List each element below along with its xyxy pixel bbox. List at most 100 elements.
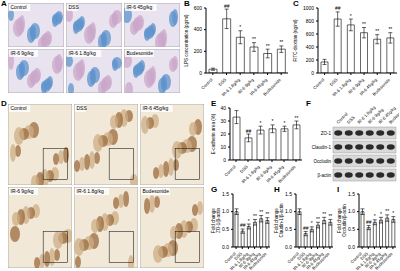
svg-text:**: **: [322, 211, 326, 217]
svg-text:Budesonide: Budesonide: [372, 77, 392, 97]
svg-text:##: ##: [246, 128, 252, 134]
svg-text:Budesonide: Budesonide: [374, 251, 392, 271]
svg-text:600: 600: [194, 5, 203, 11]
svg-text:**: **: [265, 211, 269, 217]
svg-text:*: *: [248, 218, 250, 224]
svg-text:FITC-dextran (ng/ml): FITC-dextran (ng/ml): [293, 19, 298, 61]
svg-text:DSS: DSS: [346, 115, 356, 125]
svg-text:Control: Control: [11, 105, 27, 111]
svg-text:LPS concentration (pg/ml): LPS concentration (pg/ml): [184, 14, 189, 67]
svg-text:**: **: [253, 213, 257, 219]
svg-text:IR-6 1.8g/kg: IR-6 1.8g/kg: [221, 77, 242, 97]
svg-text:1.5: 1.5: [222, 191, 229, 197]
svg-text:40: 40: [220, 105, 226, 111]
svg-text:1.5: 1.5: [348, 191, 355, 197]
svg-text:E-cadherin area (%): E-cadherin area (%): [211, 113, 216, 154]
svg-text:0.0: 0.0: [348, 244, 355, 250]
svg-text:IR-6 45g/kg: IR-6 45g/kg: [368, 251, 388, 271]
svg-text:Control: Control: [11, 4, 27, 10]
svg-text:**: **: [252, 36, 256, 42]
svg-text:*: *: [374, 213, 376, 219]
svg-text:Budesonide: Budesonide: [143, 188, 170, 194]
svg-text:**: **: [279, 39, 283, 45]
svg-text:IR-6 1.8g/kg: IR-6 1.8g/kg: [356, 104, 377, 125]
svg-text:*: *: [311, 220, 313, 226]
svg-text:IR-6 9g/kg: IR-6 9g/kg: [11, 188, 34, 194]
svg-text:Claudin-1: Claudin-1: [312, 145, 332, 150]
svg-text:IR-6 45g/kg: IR-6 45g/kg: [305, 251, 325, 271]
svg-text:Budesonide: Budesonide: [127, 50, 154, 56]
svg-text:*: *: [239, 24, 241, 30]
svg-text:Control: Control: [312, 77, 325, 90]
svg-text:**: **: [266, 43, 270, 49]
svg-text:400: 400: [306, 44, 315, 50]
svg-text:IR-6 45g/kg: IR-6 45g/kg: [358, 77, 378, 97]
svg-text:0: 0: [311, 70, 314, 76]
svg-text:Budesonide: Budesonide: [262, 77, 282, 97]
svg-text:*: *: [350, 13, 352, 19]
svg-text:0.5: 0.5: [222, 226, 229, 232]
svg-text:IR-6 45g/kg: IR-6 45g/kg: [143, 105, 169, 111]
svg-text:**: **: [259, 209, 263, 215]
svg-text:##: ##: [366, 219, 372, 225]
svg-text:0: 0: [199, 70, 202, 76]
svg-text:Claudin-1/β-actin: Claudin-1/β-actin: [279, 203, 284, 238]
svg-text:*: *: [380, 211, 382, 217]
svg-text:##: ##: [240, 222, 246, 228]
svg-text:**: **: [328, 213, 332, 219]
svg-text:1.0: 1.0: [222, 208, 229, 214]
svg-text:ZO-1/β-actin: ZO-1/β-actin: [216, 207, 221, 233]
svg-text:Budesonide: Budesonide: [311, 251, 331, 271]
svg-text:Budesonide: Budesonide: [388, 105, 392, 125]
svg-text:200: 200: [194, 48, 203, 54]
svg-text:##: ##: [335, 5, 341, 11]
svg-text:IR-6 9g/kg: IR-6 9g/kg: [11, 50, 34, 56]
svg-text:600: 600: [306, 31, 315, 37]
svg-text:1.0: 1.0: [348, 208, 355, 214]
svg-text:##: ##: [303, 225, 309, 231]
svg-text:IR-6 45g/kg: IR-6 45g/kg: [242, 251, 262, 271]
svg-text:##: ##: [224, 3, 230, 9]
svg-text:400: 400: [194, 26, 203, 32]
svg-text:0.0: 0.0: [285, 244, 292, 250]
svg-text:Occludin/β-actin: Occludin/β-actin: [342, 204, 347, 237]
svg-text:*: *: [284, 120, 286, 126]
svg-text:Control: Control: [200, 77, 213, 90]
svg-text:**: **: [362, 21, 366, 27]
svg-text:**: **: [388, 26, 392, 32]
svg-text:Budesonide: Budesonide: [277, 164, 297, 184]
svg-text:IR-6 45g/kg: IR-6 45g/kg: [127, 4, 153, 10]
svg-text:1000: 1000: [303, 5, 314, 11]
svg-text:**: **: [295, 115, 299, 121]
svg-text:**: **: [375, 28, 379, 34]
svg-text:10: 10: [220, 144, 226, 150]
svg-text:**: **: [385, 208, 389, 214]
svg-text:*: *: [272, 118, 274, 124]
svg-text:ZO-1: ZO-1: [321, 131, 332, 136]
svg-text:0.5: 0.5: [285, 226, 292, 232]
svg-text:DSS: DSS: [239, 164, 249, 174]
svg-text:0.5: 0.5: [348, 226, 355, 232]
svg-text:DSS: DSS: [217, 77, 227, 87]
svg-text:Budesonide: Budesonide: [248, 251, 268, 271]
svg-text:800: 800: [306, 18, 315, 24]
svg-text:1.0: 1.0: [285, 208, 292, 214]
svg-text:30: 30: [220, 118, 226, 124]
svg-text:200: 200: [306, 57, 315, 63]
svg-text:20: 20: [220, 131, 226, 137]
svg-text:0: 0: [223, 157, 226, 163]
svg-text:Control: Control: [223, 164, 236, 177]
svg-text:β-actin: β-actin: [317, 173, 331, 178]
svg-text:*: *: [260, 120, 262, 126]
svg-text:DSS: DSS: [77, 105, 88, 111]
svg-text:Occludin: Occludin: [313, 159, 331, 164]
svg-text:DSS: DSS: [69, 4, 80, 10]
svg-text:DSS: DSS: [329, 77, 339, 87]
svg-text:0.0: 0.0: [222, 244, 229, 250]
svg-text:**: **: [316, 216, 320, 222]
svg-text:IR-6 45g/kg: IR-6 45g/kg: [249, 77, 269, 97]
svg-text:IR-6 45g/kg: IR-6 45g/kg: [265, 164, 285, 184]
svg-text:IR-6 1.8g/kg: IR-6 1.8g/kg: [69, 50, 96, 56]
svg-text:IR-6 1.8g/kg: IR-6 1.8g/kg: [77, 188, 104, 194]
svg-text:1.5: 1.5: [285, 191, 292, 197]
